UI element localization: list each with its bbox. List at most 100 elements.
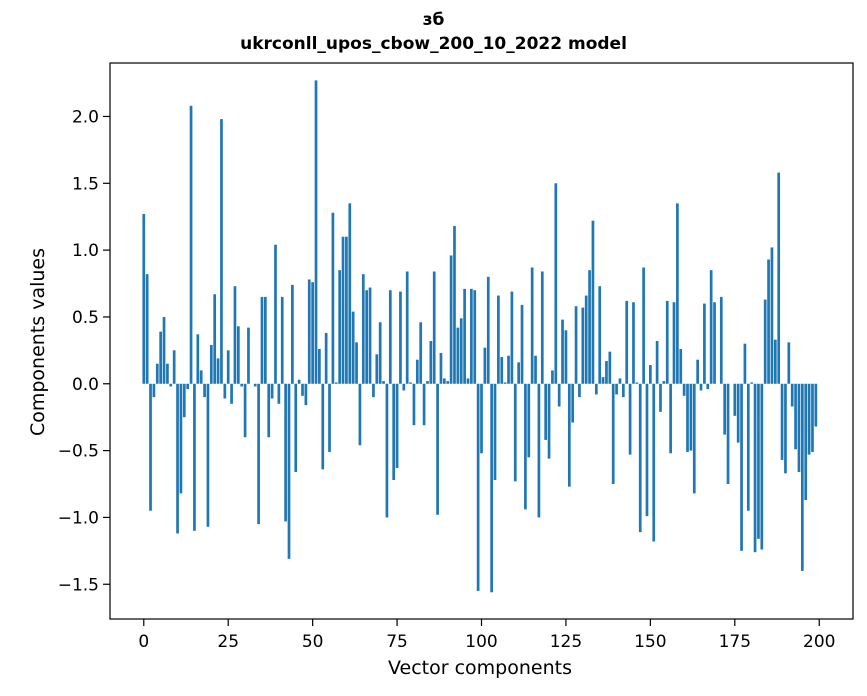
bar [226, 350, 230, 384]
bar [459, 318, 463, 384]
bar [534, 355, 537, 384]
bar [517, 362, 521, 384]
bar [247, 327, 250, 384]
bar [763, 299, 767, 384]
bar [601, 377, 605, 384]
bar [388, 290, 392, 384]
bar [723, 383, 727, 435]
bar [216, 358, 220, 384]
bar [544, 383, 548, 440]
bar [574, 306, 578, 384]
bar [692, 383, 696, 494]
bar [662, 381, 666, 384]
bar [659, 383, 662, 412]
bar [510, 291, 514, 384]
bar [176, 383, 179, 534]
bar [240, 383, 244, 387]
bar [561, 319, 564, 384]
x-tick-label: 125 [550, 632, 582, 652]
bar [321, 383, 325, 470]
bar [740, 383, 743, 551]
bar [307, 279, 311, 384]
bar [291, 284, 294, 384]
bar [784, 383, 787, 474]
bar [503, 382, 507, 384]
bar [787, 342, 791, 384]
bar [358, 383, 362, 446]
bar [719, 296, 723, 384]
bar [186, 383, 190, 390]
bar [635, 382, 639, 384]
x-axis-ticks: 0 25 50 75 100 125 150 175 200 [138, 619, 835, 652]
bar [206, 383, 210, 527]
y-tick-label: −1.5 [58, 575, 99, 595]
bar [800, 383, 804, 571]
bar [142, 214, 146, 384]
bar [375, 354, 379, 384]
bar [442, 378, 446, 384]
bar [145, 274, 149, 384]
bar [706, 383, 710, 390]
y-axis-ticks: −1.5 −1.0 −0.5 0.0 0.5 1.0 1.5 2.0 [58, 107, 110, 595]
x-tick-label: 100 [465, 632, 497, 652]
bar [669, 383, 672, 454]
bar [547, 383, 551, 459]
bar [507, 355, 510, 384]
bar [696, 359, 699, 384]
y-tick-label: 0.0 [72, 375, 99, 395]
x-axis-label: Vector components [388, 657, 572, 679]
bar [361, 274, 365, 384]
bar [412, 383, 416, 426]
bar [301, 383, 304, 396]
bar [524, 383, 527, 510]
bar [162, 316, 166, 384]
bar [490, 383, 493, 593]
bar [409, 382, 412, 384]
y-tick-label: 1.0 [72, 241, 99, 261]
bar [415, 359, 419, 384]
bar [152, 383, 156, 398]
bar [392, 383, 396, 480]
bar [736, 383, 740, 443]
bar [807, 383, 811, 455]
y-tick-label: 1.5 [72, 174, 99, 194]
bar [797, 383, 801, 472]
bar [578, 383, 581, 398]
bar [642, 267, 645, 384]
bar [679, 349, 683, 384]
bar [257, 383, 260, 525]
bar [223, 383, 227, 399]
bar [304, 383, 308, 406]
bar [277, 383, 281, 404]
bar [726, 383, 730, 485]
bar [537, 383, 541, 518]
x-tick-label: 150 [634, 632, 666, 652]
bar [341, 236, 345, 384]
bar [179, 383, 183, 494]
bar [753, 383, 757, 553]
bar [324, 332, 328, 384]
bar [351, 311, 355, 384]
x-tick-label: 200 [803, 632, 835, 652]
bar [767, 259, 770, 384]
bar [520, 304, 524, 384]
bar [480, 383, 483, 454]
bar [699, 383, 703, 391]
bar [233, 286, 237, 384]
bar [655, 341, 659, 384]
bar [581, 307, 585, 384]
bar [584, 295, 588, 384]
bar [236, 326, 240, 384]
x-tick-label: 50 [302, 632, 324, 652]
bar [618, 378, 622, 384]
bar [355, 342, 358, 384]
y-tick-label: −1.0 [58, 508, 99, 528]
bar [743, 343, 747, 384]
bar [773, 339, 777, 384]
bar [402, 383, 406, 391]
bar [530, 267, 534, 384]
bar [193, 383, 196, 531]
bar [172, 350, 176, 384]
y-axis-label: Components values [27, 247, 49, 437]
bar [196, 334, 200, 384]
